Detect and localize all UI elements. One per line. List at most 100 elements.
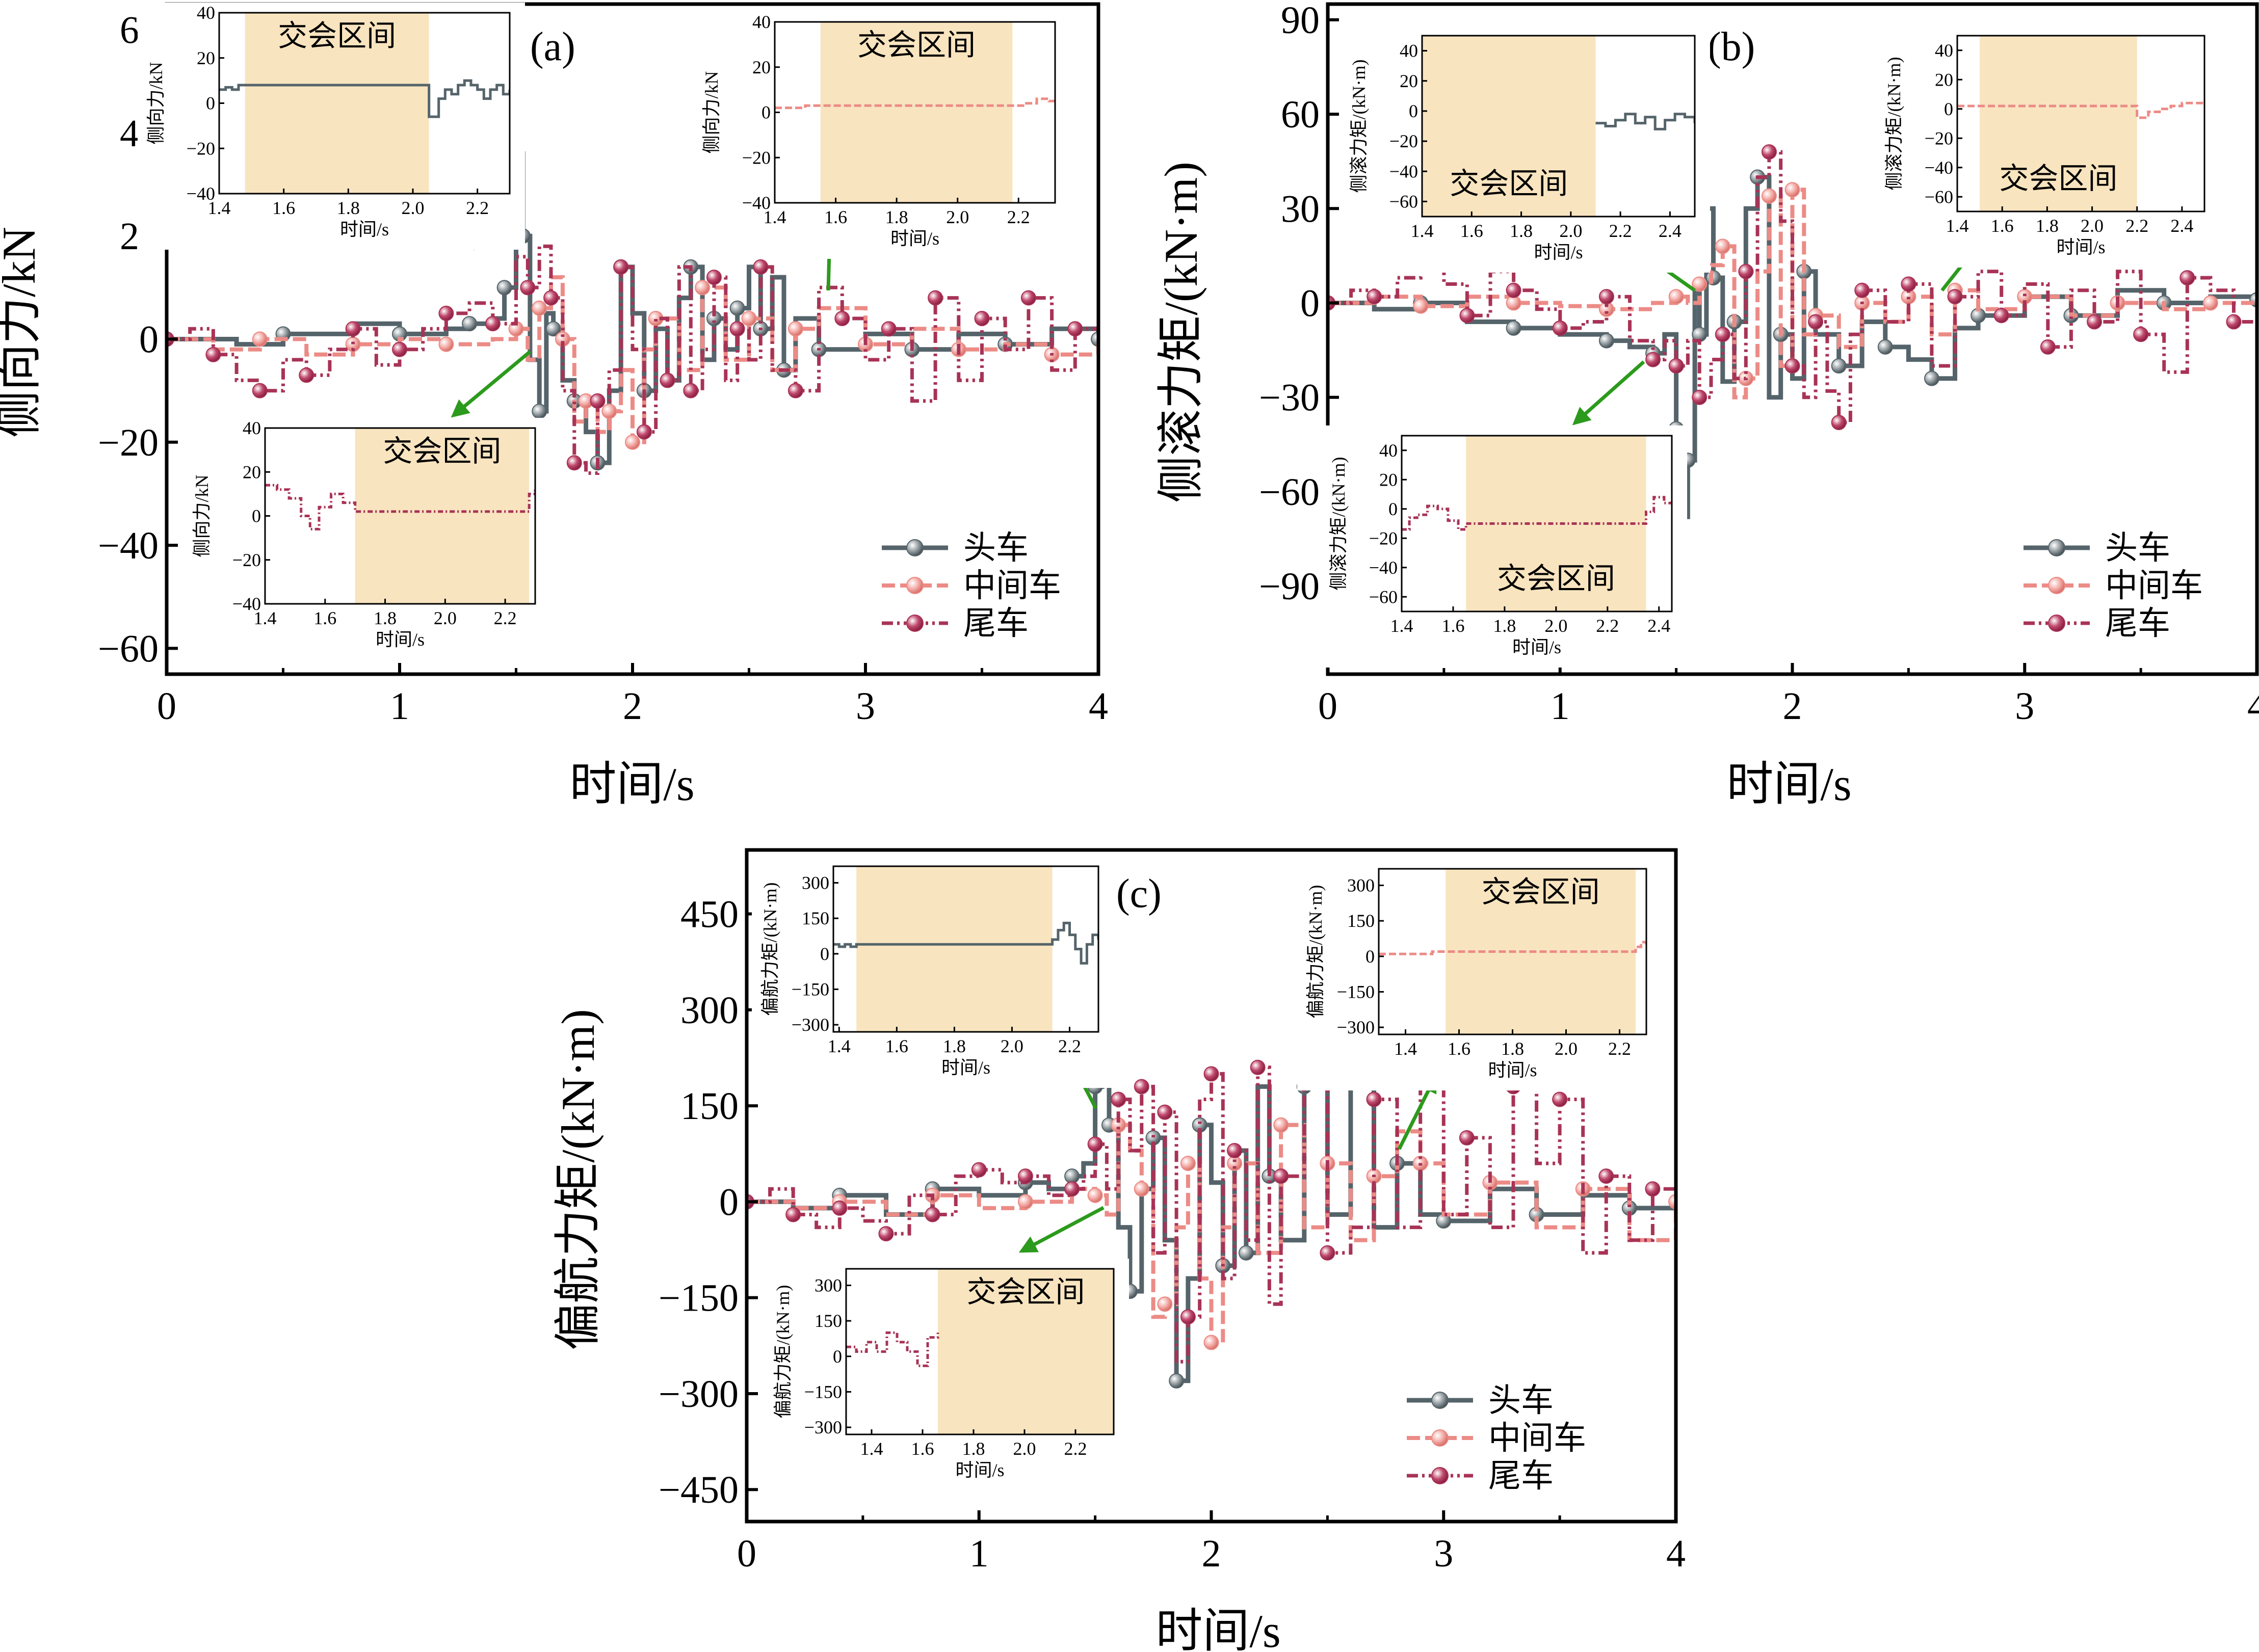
inset-region-label: 交会区间 — [383, 435, 501, 468]
legend-marker-middle — [1431, 1429, 1449, 1447]
y-tick-label: 60 — [1281, 93, 1320, 136]
series-marker-middle — [741, 311, 757, 327]
series-marker-tail — [520, 280, 536, 296]
series-marker-middle — [625, 434, 640, 450]
series-marker-tail — [1157, 1104, 1173, 1120]
series-marker-tail — [1017, 1168, 1033, 1184]
inset-x-tick-label: 1.8 — [885, 207, 908, 227]
series-marker-tail — [785, 1207, 801, 1222]
series-marker-middle — [1761, 188, 1777, 204]
y-tick-label: 0 — [139, 318, 159, 361]
series-marker-tail — [1738, 263, 1754, 279]
series-marker-tail — [1320, 1245, 1335, 1261]
inset-y-tick-label: −40 — [742, 193, 771, 213]
inset-y-tick-label: 300 — [815, 1275, 842, 1296]
legend-marker-tail — [1431, 1467, 1449, 1484]
x-tick-label: 0 — [1318, 685, 1337, 728]
inset-y-tick-label: 150 — [802, 908, 829, 928]
inset-x-tick-label: 2.2 — [1608, 1038, 1631, 1059]
series-marker-tail — [1064, 1181, 1080, 1197]
inset-region-label: 交会区间 — [1999, 162, 2117, 195]
series-marker-tail — [1668, 358, 1684, 374]
y-tick-label: −40 — [98, 524, 159, 567]
y-tick-label: −450 — [659, 1469, 739, 1511]
series-marker-head — [1705, 270, 1721, 286]
series-marker-tail — [1367, 289, 1382, 305]
x-tick-label: 3 — [1434, 1532, 1453, 1575]
inset-y-tick-label: 40 — [1379, 440, 1398, 461]
inset-y-tick-label: 0 — [1388, 499, 1398, 519]
series-marker-tail — [1459, 308, 1475, 324]
inset-x-tick-label: 1.4 — [1411, 221, 1434, 241]
x-tick-label: 0 — [157, 685, 176, 728]
inset-series-tail — [846, 1331, 939, 1367]
y-tick-label: 150 — [680, 1085, 739, 1128]
inset-frame — [845, 1268, 1115, 1435]
inset-y-tick-label: −150 — [804, 1381, 842, 1402]
inset-x-tick-label: 1.4 — [254, 608, 277, 628]
inset-x-tick-label: 1.6 — [824, 207, 847, 227]
inset-x-tick-label: 1.8 — [962, 1438, 985, 1459]
inset-region-label: 交会区间 — [857, 29, 976, 62]
inset-y-tick-label: 20 — [197, 48, 215, 68]
y-tick-label: −60 — [98, 627, 159, 670]
series-marker-tail — [1901, 276, 1916, 292]
inset-y-tick-label: 40 — [1935, 40, 1953, 61]
inset-y-tick-label: 150 — [1347, 911, 1375, 931]
legend-label-middle: 中间车 — [963, 568, 1061, 604]
series-marker-middle — [695, 280, 711, 296]
inset-y-tick-label: 0 — [252, 506, 261, 526]
inset-a-1: 交会区间 1.6 1.8 2.0 2.2 1.4 40 20 0 −20 −40 时间/s 侧向力/kN — [138, 3, 525, 250]
inset-frame — [832, 865, 1099, 1033]
legend-label-tail: 尾车 — [2105, 605, 2170, 642]
series-marker-tail — [2133, 327, 2149, 342]
inset-ylabel: 侧向力/kN — [701, 71, 722, 153]
inset-c-2: 交会区间 1.4 1.6 1.8 2.0 2.2 300 150 0 −150 −300 时间/s 偏航… — [1297, 859, 1662, 1090]
crossing-region — [355, 428, 530, 604]
series-marker-middle — [1668, 289, 1684, 305]
inset-xlabel: 时间/s — [955, 1460, 1004, 1480]
inset-region-label: 交会区间 — [966, 1275, 1085, 1309]
series-marker-head — [1506, 320, 1521, 336]
series-marker-tail — [787, 383, 803, 398]
series-marker-middle — [1180, 1156, 1196, 1171]
y-tick-label: −30 — [1259, 377, 1320, 419]
series-marker-tail — [1552, 320, 1568, 336]
y-tick-label: 300 — [680, 989, 739, 1032]
series-marker-tail — [1645, 1181, 1661, 1197]
x-tick-label: 1 — [969, 1532, 989, 1575]
inset-y-tick-label: −20 — [742, 147, 771, 168]
y-tick-label: −150 — [659, 1277, 739, 1320]
legend-label-tail: 尾车 — [963, 605, 1029, 642]
series-marker-middle — [1017, 1194, 1033, 1210]
series-marker-head — [532, 404, 547, 419]
inset-y-tick-label: 40 — [1400, 41, 1418, 61]
inset-x-tick-label: 2.4 — [1647, 616, 1670, 636]
panel-c-ylabel: 偏航力矩/(kN·m) — [552, 1009, 604, 1350]
crossing-region — [856, 866, 1053, 1032]
legend-marker-tail — [2048, 615, 2065, 632]
inset-y-tick-label: 0 — [820, 944, 829, 964]
legend-marker-middle — [2048, 577, 2065, 594]
inset-x-tick-label: 2.0 — [1555, 1038, 1578, 1059]
inset-x-tick-label: 1.4 — [1946, 216, 1969, 236]
inset-y-tick-label: −40 — [1389, 161, 1418, 181]
series-marker-tail — [205, 347, 221, 362]
x-tick-label: 4 — [2247, 685, 2259, 728]
legend-label-middle: 中间车 — [2105, 568, 2203, 604]
panel-a-letter: (a) — [530, 24, 575, 69]
series-marker-tail — [1761, 144, 1777, 160]
legend-marker-tail — [906, 615, 924, 632]
inset-y-tick-label: 20 — [243, 462, 261, 482]
panel-a-plot: 012346040200−20−40−60头车中间车尾车交会区间1.61.82.… — [98, 2, 1108, 728]
inset-x-tick-label: 1.8 — [943, 1036, 966, 1056]
inset-series-head — [833, 921, 1098, 965]
series-marker-tail — [1947, 289, 1963, 305]
inset-y-tick-label: −20 — [232, 550, 261, 570]
inset-x-tick-label: 1.4 — [764, 207, 786, 227]
legend-label-tail: 尾车 — [1488, 1458, 1554, 1494]
inset-x-tick-label: 1.4 — [208, 198, 231, 218]
inset-y-tick-label: −60 — [1925, 186, 1953, 207]
series-marker-middle — [1203, 1335, 1219, 1350]
inset-x-tick-label: 1.6 — [885, 1036, 908, 1056]
